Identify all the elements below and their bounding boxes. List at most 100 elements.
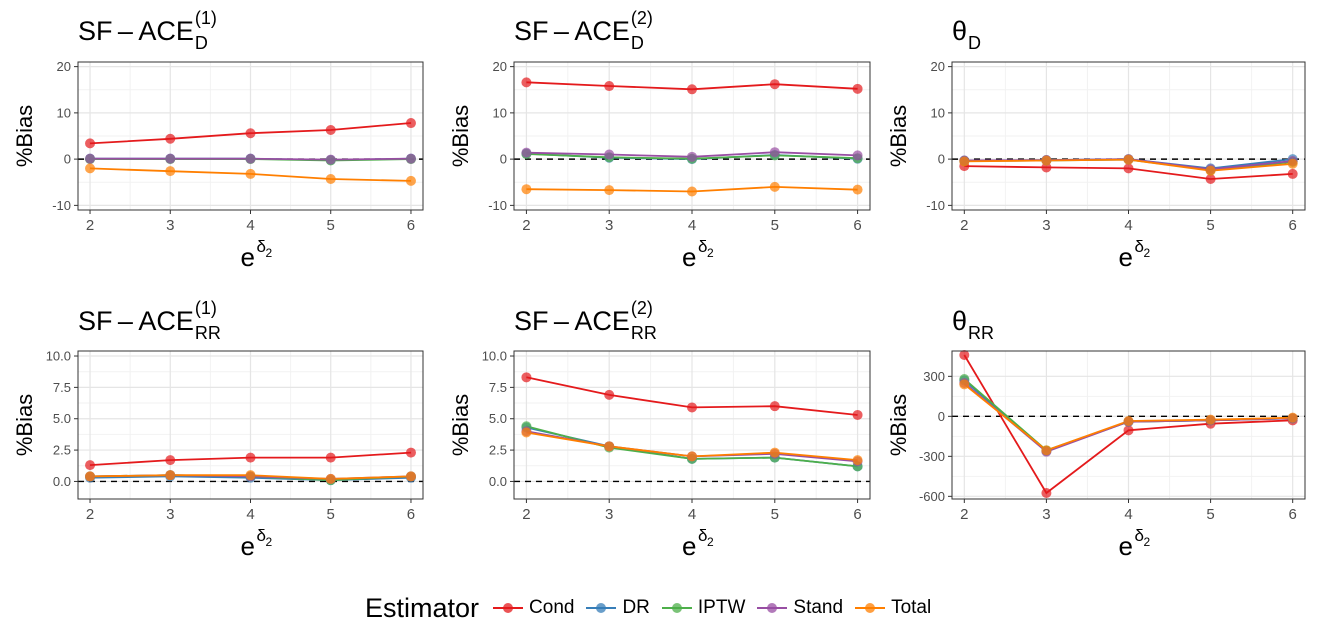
x-tick-label: 6 xyxy=(1289,217,1297,234)
y-tick-label: 20 xyxy=(57,59,71,74)
data-point-total xyxy=(521,184,532,195)
y-axis-title: %Bias xyxy=(12,105,37,167)
data-point-total xyxy=(959,156,970,167)
data-point-total xyxy=(769,447,780,458)
panel-title-subscript: RR xyxy=(631,323,657,343)
x-axis-title-superscript: δ xyxy=(1135,237,1144,256)
data-point-total xyxy=(769,181,780,192)
data-point-cond xyxy=(1041,162,1052,173)
y-tick-label: 20 xyxy=(493,59,507,74)
data-point-cond xyxy=(325,124,336,135)
x-tick-label: 2 xyxy=(960,506,968,523)
panel-title: SF – ACE xyxy=(78,16,194,46)
x-tick-label: 2 xyxy=(960,217,968,234)
x-axis-title-subscript: 2 xyxy=(266,535,273,549)
legend-key-iptw xyxy=(661,598,692,618)
data-point-stand xyxy=(85,153,96,164)
data-point-total xyxy=(1123,154,1134,165)
data-point-stand xyxy=(687,151,697,162)
panel-title: SF – ACE xyxy=(514,16,630,46)
x-axis-title: e xyxy=(241,242,255,272)
y-tick-label: -10 xyxy=(52,198,71,213)
x-tick-label: 3 xyxy=(166,217,174,234)
y-tick-label: 0.0 xyxy=(53,474,71,489)
data-point-cond xyxy=(687,402,697,413)
x-tick-label: 2 xyxy=(86,506,94,523)
data-point-cond xyxy=(1205,174,1216,185)
legend-item-stand: Stand xyxy=(757,597,843,619)
data-point-cond xyxy=(245,452,256,463)
x-tick-label: 5 xyxy=(1206,506,1214,523)
y-tick-label: 7.5 xyxy=(53,380,71,395)
data-point-cond xyxy=(85,138,96,149)
data-point-total xyxy=(405,175,416,186)
legend: Estimator Cond DR IPTW Stand Total xyxy=(365,590,943,626)
legend-key-total xyxy=(855,598,886,618)
x-tick-label: 6 xyxy=(853,506,861,523)
y-tick-label: -600 xyxy=(919,489,945,504)
data-point-total xyxy=(245,168,256,179)
x-axis-title: e xyxy=(241,531,255,561)
data-point-cond xyxy=(1123,163,1134,174)
data-point-cond xyxy=(165,455,176,466)
legend-item-iptw: IPTW xyxy=(661,597,745,619)
data-point-cond xyxy=(1041,488,1052,498)
data-point-cond xyxy=(325,452,336,463)
y-tick-label: 10.0 xyxy=(46,349,71,364)
x-tick-label: 5 xyxy=(771,217,779,234)
y-axis-title: %Bias xyxy=(448,105,473,167)
legend-key-stand xyxy=(757,598,788,618)
y-tick-label: 0 xyxy=(938,409,945,424)
data-point-stand xyxy=(245,153,256,164)
y-tick-label: 300 xyxy=(923,369,945,384)
x-axis-title-superscript: δ xyxy=(698,526,707,545)
y-tick-label: -300 xyxy=(919,449,945,464)
panel-title: SF – ACE xyxy=(78,306,194,336)
y-tick-label: 5.0 xyxy=(53,411,71,426)
legend-key-dr xyxy=(586,598,617,618)
data-point-total xyxy=(1287,158,1298,169)
data-point-cond xyxy=(852,83,863,94)
x-tick-label: 2 xyxy=(522,506,530,523)
legend-label-dr: DR xyxy=(622,597,650,618)
legend-title: Estimator xyxy=(365,592,480,623)
data-point-total xyxy=(165,470,176,481)
x-tick-label: 6 xyxy=(853,217,861,234)
y-tick-label: 0 xyxy=(500,152,507,167)
y-tick-label: -10 xyxy=(488,198,507,213)
x-axis-title: e xyxy=(1119,531,1133,561)
x-tick-label: 5 xyxy=(327,506,335,523)
x-axis-title: e xyxy=(682,242,696,272)
data-point-stand xyxy=(325,154,336,165)
x-axis-title-subscript: 2 xyxy=(1144,535,1151,549)
data-point-total xyxy=(325,174,336,185)
y-axis-title: %Bias xyxy=(886,105,911,167)
legend-item-total: Total xyxy=(855,597,931,619)
data-point-cond xyxy=(521,372,532,383)
data-point-total xyxy=(1205,165,1216,176)
data-point-total xyxy=(1287,412,1298,423)
x-axis-title-subscript: 2 xyxy=(707,246,714,260)
x-tick-label: 3 xyxy=(166,506,174,523)
y-tick-label: -10 xyxy=(926,198,945,213)
x-axis-title-superscript: δ xyxy=(257,526,266,545)
data-point-cond xyxy=(604,389,615,400)
x-tick-label: 3 xyxy=(1042,217,1050,234)
y-tick-label: 0 xyxy=(64,152,71,167)
panel-title-subscript: D xyxy=(631,33,644,53)
data-point-cond xyxy=(1123,425,1134,436)
x-tick-label: 5 xyxy=(771,506,779,523)
data-point-stand xyxy=(405,153,416,164)
x-tick-label: 5 xyxy=(327,217,335,234)
y-axis-title: %Bias xyxy=(12,394,37,456)
legend-label-total: Total xyxy=(891,597,932,618)
legend-item-cond: Cond xyxy=(493,597,574,619)
data-point-total xyxy=(852,455,863,466)
x-axis-title-subscript: 2 xyxy=(707,535,714,549)
data-point-cond xyxy=(687,84,697,95)
